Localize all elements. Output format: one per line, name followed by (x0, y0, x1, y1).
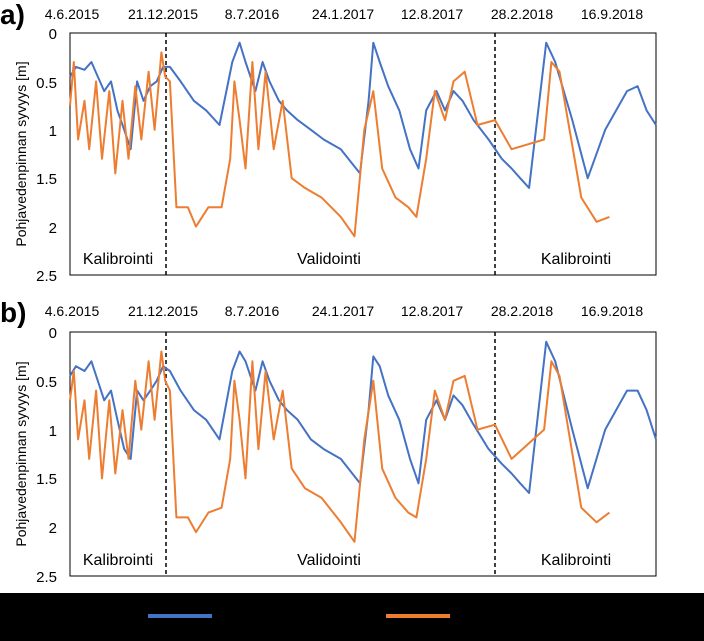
panel-b-plot-area (69, 340, 657, 543)
legend-swatch-series-2 (386, 614, 450, 618)
panel-b-y-tick-label: 0 (49, 325, 57, 342)
panel-b-y-tick-label: 1.5 (36, 471, 57, 488)
series-line-1 (69, 41, 657, 189)
panel-b-frame (69, 331, 657, 577)
panel-b-y-axis-label: Pohjavedenpinnan syvyys [m] (13, 361, 29, 546)
panel-b: b) 4.6.2015 21.12.2015 8.7.2016 24.1.201… (0, 297, 657, 586)
panel-a-y-tick-label: 2 (49, 220, 57, 237)
panel-b-x-tick-label: 8.7.2016 (225, 303, 280, 319)
groundwater-depth-charts: a) 4.6.2015 21.12.2015 8.7.2016 24.1.201… (0, 0, 657, 586)
panel-b-period-label: Validointi (297, 552, 361, 569)
panel-b-y-tick-label: 1 (49, 423, 57, 440)
panel-a-x-tick-label: 24.1.2017 (312, 6, 374, 22)
panel-a-period-label: Validointi (297, 251, 361, 268)
series-line-2 (69, 51, 610, 238)
panel-b-title: b) (0, 297, 26, 328)
panel-b-period-label: Kalibrointi (83, 552, 153, 569)
panel-a-plot-area (69, 41, 657, 238)
panel-a-period-label: Kalibrointi (541, 251, 611, 268)
panel-a-x-tick-label: 21.12.2015 (128, 6, 198, 22)
panel-b-x-tick-label: 16.9.2018 (581, 303, 643, 319)
panel-a-x-tick-label: 4.6.2015 (45, 6, 100, 22)
panel-b-x-tick-label: 24.1.2017 (312, 303, 374, 319)
panel-a-x-tick-label: 12.8.2017 (401, 6, 463, 22)
panel-b-y-tick-label: 2 (49, 520, 57, 537)
panel-a: a) 4.6.2015 21.12.2015 8.7.2016 24.1.201… (0, 0, 657, 285)
series-line-2 (69, 350, 611, 543)
panel-a-y-axis-label: Pohjavedenpinnan syvyys [m] (13, 61, 29, 246)
panel-b-y-tick-label: 2.5 (36, 569, 57, 586)
panel-a-y-tick-label: 0 (49, 26, 57, 43)
panel-a-y-tick-label: 0.5 (36, 75, 57, 92)
panel-b-x-tick-label: 21.12.2015 (128, 303, 198, 319)
panel-a-x-tick-label: 16.9.2018 (581, 6, 643, 22)
panel-a-y-tick-label: 2.5 (36, 268, 57, 285)
panel-b-period-label: Kalibrointi (541, 552, 611, 569)
panel-a-title: a) (0, 0, 25, 30)
panel-b-x-tick-label: 28.2.2018 (491, 303, 553, 319)
panel-b-x-tick-label: 12.8.2017 (401, 303, 463, 319)
series-line-1 (69, 340, 657, 494)
panel-a-period-label: Kalibrointi (83, 251, 153, 268)
legend (0, 593, 704, 641)
panel-a-y-tick-label: 1.5 (36, 171, 57, 188)
panel-a-frame (69, 32, 657, 276)
panel-a-x-tick-label: 28.2.2018 (491, 6, 553, 22)
panel-b-x-tick-label: 4.6.2015 (45, 303, 100, 319)
legend-swatch-series-1 (148, 614, 212, 618)
panel-b-y-tick-label: 0.5 (36, 374, 57, 391)
panel-a-y-tick-label: 1 (49, 123, 57, 140)
panel-a-x-tick-label: 8.7.2016 (225, 6, 280, 22)
